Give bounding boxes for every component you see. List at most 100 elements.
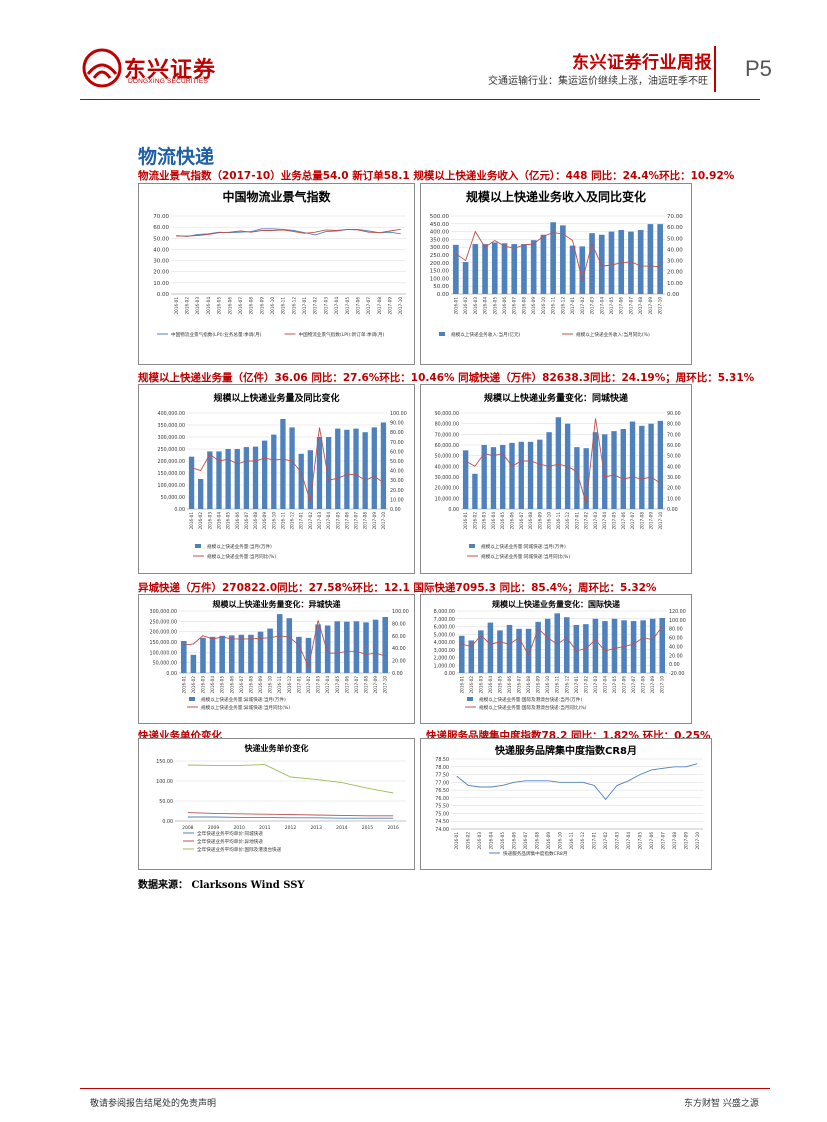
- y2-tick-label: 80.00: [390, 430, 404, 436]
- chart-lpi: 0.00 10.00 20.00 30.00 40.00 50.00 60.00 70.00 2…: [153, 214, 406, 338]
- bar: [286, 618, 293, 673]
- x-tick-label: 2016-06: [510, 512, 515, 530]
- report-subtitle: 交通运输行业：集运运价继续上涨，油运旺季不旺: [488, 76, 708, 87]
- x-tick-label: 2016-10: [545, 676, 550, 694]
- bar: [501, 243, 508, 294]
- y-tick-label: 60,000.00: [435, 443, 459, 449]
- bar: [382, 617, 388, 673]
- x-tick-label: 2010: [233, 825, 245, 831]
- bar: [583, 448, 589, 509]
- bar: [530, 240, 537, 294]
- bar: [267, 628, 273, 673]
- x-tick-label: 2016-01: [454, 832, 459, 850]
- y-tick-label: 150.00: [430, 269, 450, 275]
- y2-tick-label: 0.00: [392, 671, 403, 677]
- y-tick-label: 200.00: [430, 261, 450, 267]
- page-number: P5: [745, 56, 772, 81]
- x-tick-label: 2017-10: [660, 676, 665, 694]
- y-tick-label: 3,000.00: [434, 648, 455, 654]
- x-tick-label: 2016-11: [569, 832, 574, 850]
- x-tick-label: 2016-05: [497, 676, 502, 694]
- chart-panel-intercity: 规模以上快递业务量变化：异城快递 0.00 50,000.00 100,000.00…: [138, 594, 415, 724]
- x-tick-label: 2017-05: [609, 297, 614, 315]
- x-tick-label: 2017-09: [372, 512, 377, 530]
- y-tick-label: 0.00: [162, 819, 173, 825]
- brand-name: 东兴证券: [124, 58, 217, 83]
- x-tick-label: 2017-06: [622, 676, 627, 694]
- x-tick-label: 2016-12: [291, 297, 296, 315]
- y-tick-label: 250.00: [430, 253, 450, 259]
- y2-tick-label: 20.00: [390, 488, 404, 494]
- x-tick-label: 2017-07: [354, 676, 359, 694]
- report-title: 东兴证券行业周报: [572, 53, 712, 73]
- y2-tick-label: 60.00: [669, 636, 683, 642]
- y-tick-label: 2,000.00: [434, 656, 455, 662]
- x-tick-label: 2017-09: [373, 676, 378, 694]
- y-tick-label: 30,000.00: [435, 475, 459, 481]
- chart-title-revenue: 规模以上快递业务收入及同比变化: [465, 190, 646, 204]
- x-tick-label: 2017-03: [615, 832, 620, 850]
- x-tick-label: 2016-02: [185, 297, 190, 315]
- chart-panel-revenue: 规模以上快递业务收入及同比变化 0.00 50.00 100.00 150.00 200…: [420, 183, 692, 365]
- y-tick-label: 8,000.00: [434, 609, 455, 615]
- bar: [639, 425, 645, 509]
- x-tick-label: 2016-02: [472, 512, 477, 530]
- x-tick-label: 2016-09: [536, 676, 541, 694]
- chart-panel-intracity: 规模以上快递业务量变化：同城快递 0.00 10,000.00 20,000.00 3…: [420, 384, 692, 574]
- bar: [289, 427, 295, 509]
- x-tick-label: 2017-03: [590, 297, 595, 315]
- bar: [307, 450, 313, 509]
- x-tick-label: 2017-08: [638, 297, 643, 315]
- bar: [262, 440, 268, 509]
- chart-panel-cr8: 快递服务品牌集中度指数CR8月 74.00 74.50 75.00 75.50 76.0…: [420, 738, 712, 870]
- series-line: [187, 764, 394, 794]
- x-tick-label: 2016-07: [517, 676, 522, 694]
- y2-tick-label: 80.00: [392, 621, 406, 627]
- bar: [491, 242, 498, 294]
- y2-tick-label: 60.00: [390, 449, 404, 455]
- bar: [540, 234, 547, 294]
- x-tick-label: 2017-04: [325, 676, 330, 694]
- series-line: [187, 816, 394, 819]
- x-tick-label: 2016-02: [469, 676, 474, 694]
- x-tick-label: 2016-09: [531, 297, 536, 315]
- x-tick-label: 2016-11: [555, 676, 560, 694]
- x-tick-label: 2017-10: [658, 297, 663, 315]
- x-tick-label: 2017-08: [641, 676, 646, 694]
- y-tick-label: 100,000.00: [150, 650, 177, 656]
- x-tick-label: 2016-06: [227, 297, 232, 315]
- bar: [518, 441, 524, 509]
- bar: [500, 445, 506, 509]
- x-tick-label: 2016-02: [463, 297, 468, 315]
- x-tick-label: 2016-04: [483, 297, 488, 315]
- bar: [468, 640, 475, 673]
- series-line: [456, 763, 698, 801]
- y-tick-label: 0.00: [448, 507, 459, 513]
- bar: [478, 630, 484, 673]
- x-tick-label: 2016-06: [229, 676, 234, 694]
- x-tick-label: 2017-05: [612, 512, 617, 530]
- x-tick-label: 2017-08: [639, 512, 644, 530]
- bar: [487, 622, 494, 673]
- x-tick-label: 2016-03: [195, 297, 200, 315]
- bar: [573, 624, 580, 673]
- series-line: [183, 620, 386, 669]
- chart-title-intracity: 规模以上快递业务量变化：同城快递: [483, 394, 628, 404]
- y-tick-label: 40,000.00: [435, 464, 459, 470]
- y2-tick-label: 10.00: [667, 496, 681, 502]
- chart-title-international: 规模以上快递业务量变化：国际快递: [492, 600, 620, 609]
- x-tick-label: 2016-11: [280, 512, 285, 530]
- chart-international: 0.00 1,000.002,000.00 3,000.00 4,000.00 5,00…: [434, 609, 686, 711]
- bar: [472, 473, 478, 509]
- x-tick-label: 2009: [208, 825, 220, 831]
- x-tick-label: 2016: [387, 825, 399, 831]
- x-tick-label: 2016-08: [528, 512, 533, 530]
- legend-label: 规模以上快递业务量:当月同比(%): [207, 553, 276, 560]
- y2-tick-label: 10.00: [390, 497, 404, 503]
- x-tick-label: 2016-07: [239, 676, 244, 694]
- bar: [602, 621, 608, 673]
- y-tick-label: 350,000.00: [158, 423, 185, 429]
- y-tick-label: 250,000.00: [158, 447, 185, 453]
- y2-tick-label: 0.00: [390, 507, 401, 513]
- x-tick-label: 2017-03: [593, 512, 598, 530]
